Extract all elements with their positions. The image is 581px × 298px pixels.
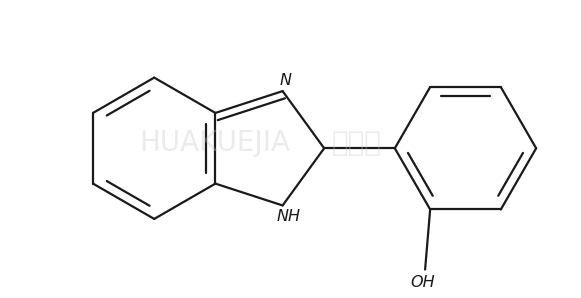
Text: OH: OH — [410, 275, 435, 290]
Text: NH: NH — [277, 209, 301, 224]
Text: N: N — [279, 72, 291, 88]
Text: 化学加: 化学加 — [331, 129, 381, 157]
Text: HUAKUEJIA: HUAKUEJIA — [139, 129, 290, 157]
